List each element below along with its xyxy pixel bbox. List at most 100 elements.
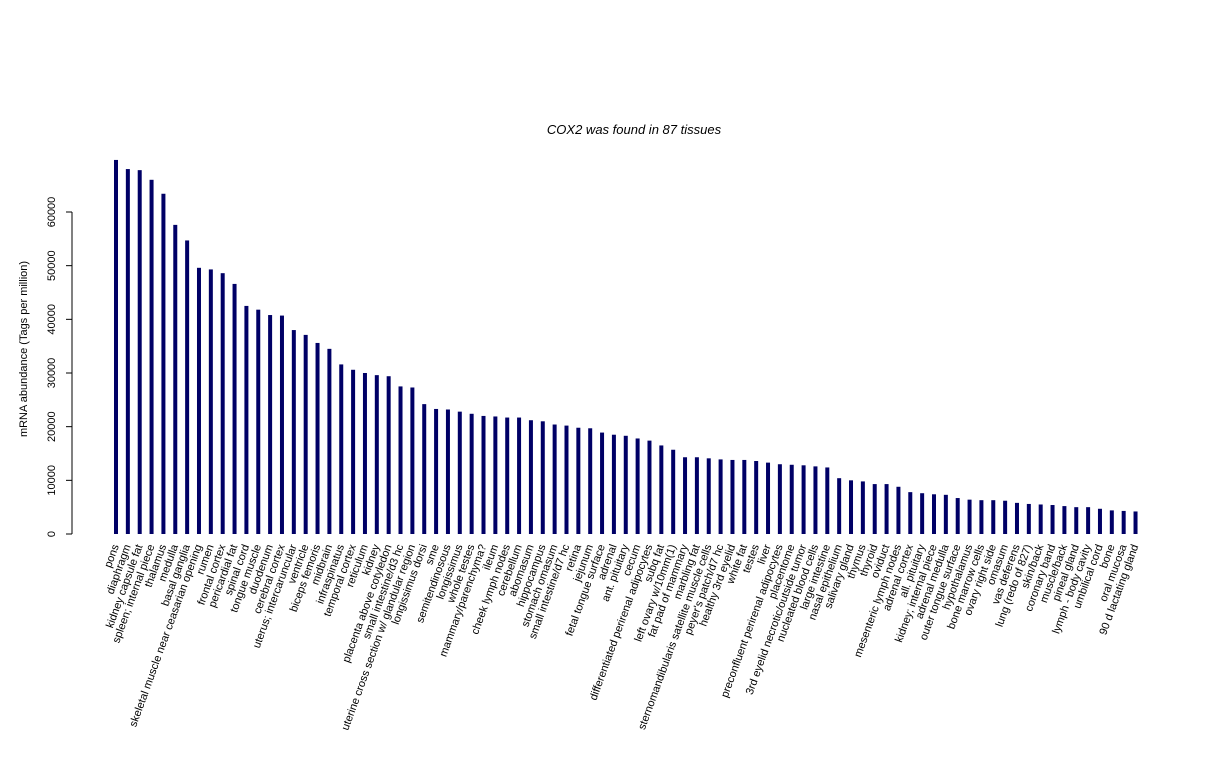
bar (659, 445, 664, 534)
y-tick-label: 60000 (46, 197, 58, 228)
bar (125, 169, 130, 535)
bar (351, 369, 356, 534)
bar (694, 457, 699, 534)
bar (683, 457, 688, 534)
bar (505, 417, 510, 534)
y-axis-ticks: 0 10000 20000 30000 40000 50000 60000 (46, 197, 72, 537)
bars-group (114, 159, 1138, 535)
bar (208, 269, 213, 534)
bar (849, 480, 854, 534)
bar (1086, 507, 1091, 534)
bar (1003, 500, 1008, 534)
bar (291, 330, 296, 534)
bar (777, 464, 782, 534)
bar (552, 424, 557, 534)
bar (220, 273, 225, 534)
bar (1014, 502, 1019, 534)
bar (161, 193, 166, 534)
bar (801, 465, 806, 534)
bar (884, 484, 889, 534)
y-tick-label: 20000 (46, 411, 58, 442)
y-tick-label: 30000 (46, 358, 58, 389)
bar (1109, 510, 1114, 534)
bar (114, 159, 118, 534)
bar (837, 478, 842, 534)
bar (540, 421, 545, 534)
bar (445, 409, 450, 534)
bar (896, 486, 901, 534)
bar (1038, 504, 1043, 534)
bar (517, 417, 522, 534)
bar (1074, 507, 1079, 534)
bar (493, 416, 498, 534)
bar (315, 342, 320, 534)
bar (268, 315, 273, 534)
bar (943, 494, 948, 534)
bar (789, 464, 794, 534)
bar (623, 435, 628, 534)
bar (706, 458, 711, 534)
bar (979, 500, 984, 534)
bar (600, 432, 605, 534)
bar (528, 420, 533, 534)
chart-title: COX2 was found in 87 tissues (547, 122, 722, 137)
bar (1133, 511, 1138, 534)
bar (386, 376, 391, 534)
bar (860, 481, 865, 534)
y-tick-label: 10000 (46, 465, 58, 496)
bar (232, 283, 237, 534)
bar (398, 386, 403, 534)
bar (908, 492, 913, 534)
bar (422, 404, 427, 534)
bar (955, 498, 960, 534)
bar (1121, 510, 1126, 534)
bar (730, 459, 735, 534)
bar (1026, 503, 1031, 534)
bar (754, 461, 759, 534)
bar (872, 484, 877, 534)
bar (825, 467, 830, 534)
y-axis-label: mRNA abundance (Tags per million) (18, 261, 30, 437)
bar (1050, 505, 1055, 534)
bar (185, 240, 190, 534)
bar (1097, 508, 1102, 534)
bar (481, 415, 486, 534)
bar (362, 373, 367, 534)
bar (410, 387, 415, 534)
bar (647, 440, 652, 534)
bar (256, 309, 261, 534)
bar (967, 499, 972, 534)
bar (374, 375, 379, 534)
bar (564, 425, 569, 534)
bar (742, 459, 747, 534)
bar (244, 305, 249, 534)
bar (931, 494, 936, 534)
bar (339, 364, 344, 534)
bar (279, 315, 284, 534)
bar (718, 459, 723, 534)
bar (469, 413, 474, 534)
bar (635, 438, 640, 534)
bar (920, 493, 925, 534)
bar (457, 411, 462, 534)
bar (303, 334, 308, 534)
bar (813, 466, 818, 534)
bar (576, 427, 581, 534)
bar (611, 434, 616, 534)
bar (196, 267, 201, 534)
bar (149, 179, 154, 535)
bar (1062, 506, 1067, 534)
bar (766, 462, 771, 534)
bar (671, 449, 676, 534)
bar (327, 348, 332, 534)
bar (588, 428, 593, 534)
bar (991, 500, 996, 534)
y-tick-label: 0 (46, 531, 58, 537)
bar (137, 170, 142, 534)
y-tick-label: 40000 (46, 304, 58, 335)
bar (434, 408, 439, 534)
bar (173, 224, 178, 534)
y-tick-label: 50000 (46, 250, 58, 281)
